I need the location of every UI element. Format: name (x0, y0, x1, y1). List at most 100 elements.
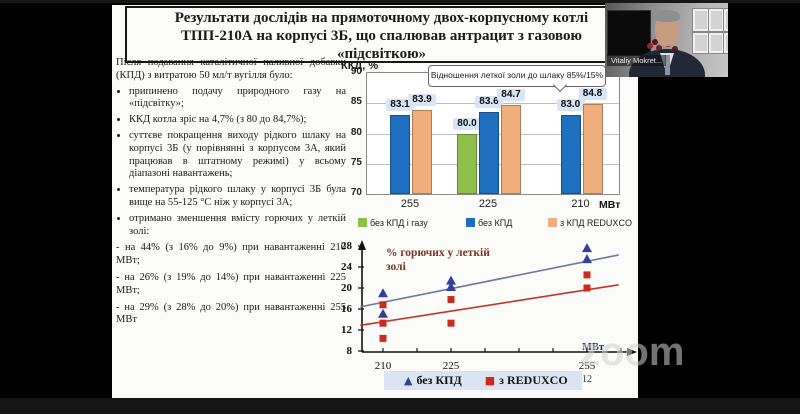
orange-swatch-icon (548, 218, 557, 227)
bar-category-label: 225 (478, 198, 498, 210)
scatter-legend-item-reduxco: ■ з REDUXCO (485, 373, 568, 387)
bullet-item: температура рідкого шлаку у корпусі 3Б б… (129, 184, 346, 210)
scatter-x-unit-label: МВт (582, 342, 605, 353)
participant-hair (654, 10, 680, 22)
x-axis-arrow-icon (627, 348, 637, 356)
square-data-point (447, 296, 455, 304)
slide-body-text: Після подавання каталітичної паливної до… (116, 57, 346, 327)
wall-certificate-frame (693, 33, 709, 53)
legend-label: з REDUXCO (499, 373, 568, 387)
bar-value-label: 84.8 (578, 88, 607, 101)
bar (412, 109, 432, 194)
square-data-point (583, 284, 591, 292)
zoom-watermark: zoom (580, 330, 685, 374)
scatter-legend-item-no-kpd: ▲ без КПД (404, 373, 462, 387)
blue-swatch-icon (466, 218, 475, 227)
slide-title-line1: Результати дослідів на прямоточному двох… (174, 10, 589, 26)
triangle-data-point (445, 281, 456, 291)
bar (479, 111, 499, 194)
bar (501, 105, 521, 194)
green-swatch-icon (358, 218, 367, 227)
square-data-point (583, 271, 591, 279)
legend-label: з КПД REDUXCO (560, 218, 632, 228)
bar-y-tick-label: 70 (350, 187, 362, 198)
square-marker-icon: ■ (484, 374, 496, 387)
bar-legend-item-kpd-reduxco: з КПД REDUXCO (548, 218, 632, 228)
bar-category-label: 255 (400, 198, 420, 210)
bar (390, 114, 410, 194)
triangle-marker-icon: ▲ (404, 374, 413, 387)
dash-item: - на 44% (з 16% до 9%) при навантаженні … (116, 242, 346, 267)
wall-certificate-frame (693, 9, 709, 31)
y-axis-arrow-icon (358, 240, 366, 250)
bullet-item: суттєве покращення виходу рідкого шлаку … (129, 130, 346, 181)
slide-title-line2: ТПП-210А на корпусі 3Б, що спалював антр… (180, 28, 582, 44)
bar-chart-plot: 83.1 83.9 80.0 83.6 84.7 83.0 84.8 (366, 72, 620, 195)
square-data-point (447, 319, 455, 327)
bullet-item: припинено подачу природного газу на «під… (129, 86, 346, 112)
square-data-point (379, 319, 387, 327)
wall-certificate-frame (724, 9, 728, 31)
bottom-letterbox-bar (0, 398, 800, 414)
slide-page-number: 12 (582, 374, 592, 385)
scatter-chart-title: % горючих у леткій золі (386, 247, 490, 273)
bar-y-tick-label: 75 (350, 156, 362, 168)
legend-label: без КПД (416, 373, 462, 387)
scatter-y-tick-label: 28 (341, 240, 352, 252)
participant-name-tag: Vitaliy Mokret... (607, 55, 667, 66)
participant-video-tile[interactable]: Vitaliy Mokret... (605, 3, 728, 77)
wall-certificate-frame (709, 33, 724, 53)
trend-line (360, 254, 619, 308)
legend-label: без КПД (478, 218, 513, 228)
scatter-legend: ▲ без КПД ■ з REDUXCO (384, 371, 582, 390)
bar-legend-item-no-kpd-gas: без КПД і газу (358, 218, 428, 228)
bar-value-label: 83.1 (386, 98, 414, 111)
background-flowers (647, 43, 653, 49)
slide-title: Результати дослідів на прямоточному двох… (125, 6, 638, 63)
scatter-x-tick-label: 225 (442, 360, 460, 372)
bar (582, 104, 603, 194)
triangle-data-point (581, 243, 592, 253)
presentation-slide: Результати дослідів на прямоточному двох… (112, 5, 638, 398)
bar-legend-item-no-kpd: без КПД (466, 218, 512, 228)
dash-item: - на 26% (з 19% до 14%) при навантаженні… (116, 271, 346, 296)
bar-value-label: 80.0 (453, 117, 481, 130)
bar-chart-x-unit-label: МВт (599, 199, 621, 211)
bar-category-label: 210 (571, 198, 590, 210)
square-data-point (379, 334, 387, 342)
bar-value-label: 84.7 (497, 89, 525, 102)
scatter-y-tick-label: 8 (346, 345, 353, 357)
bar-y-tick-label: 80 (350, 126, 362, 138)
scatter-x-tick-label: 210 (374, 360, 392, 372)
body-bullet-list: припинено подачу природного газу на «під… (116, 86, 346, 239)
scatter-chart-plot (358, 240, 637, 356)
slide-title-line3: «підсвіткою» (336, 46, 427, 62)
bar-y-tick-label: 90 (350, 66, 362, 77)
bar-value-label: 83.6 (475, 95, 503, 108)
background-monitor (607, 10, 651, 56)
fly-ash-ratio-callout: Відношення леткої золи до шлаку 85%/15% (428, 65, 606, 93)
bar-y-tick-label: 85 (350, 96, 362, 108)
scatter-y-tick-label: 12 (341, 324, 352, 336)
scatter-y-tick-label: 16 (341, 303, 352, 315)
bullet-item: ККД котла зріс на 4,7% (з 80 до 84,7%); (129, 114, 346, 127)
bar (560, 115, 581, 194)
bar-chart-y-axis-label: ККД, % (341, 60, 379, 72)
square-data-point (379, 301, 387, 309)
bar (457, 133, 477, 194)
triangle-data-point (378, 288, 388, 298)
wall-certificate-frame (709, 9, 724, 31)
trend-line (360, 284, 619, 327)
triangle-data-point (445, 275, 456, 285)
scatter-y-tick-label: 20 (341, 282, 352, 294)
body-intro: Після подавання каталітичної паливної до… (116, 57, 346, 81)
bar-value-label: 83.0 (556, 99, 585, 112)
bar-value-label: 83.9 (408, 93, 436, 106)
wall-certificate-frame (724, 33, 728, 53)
legend-label: без КПД і газу (370, 218, 428, 228)
dash-item: - на 29% (з 28% до 20%) при навантаженні… (116, 301, 346, 326)
top-letterbox-bar (0, 0, 800, 3)
scatter-y-tick-label: 24 (341, 261, 352, 273)
participant-tie (665, 55, 670, 75)
